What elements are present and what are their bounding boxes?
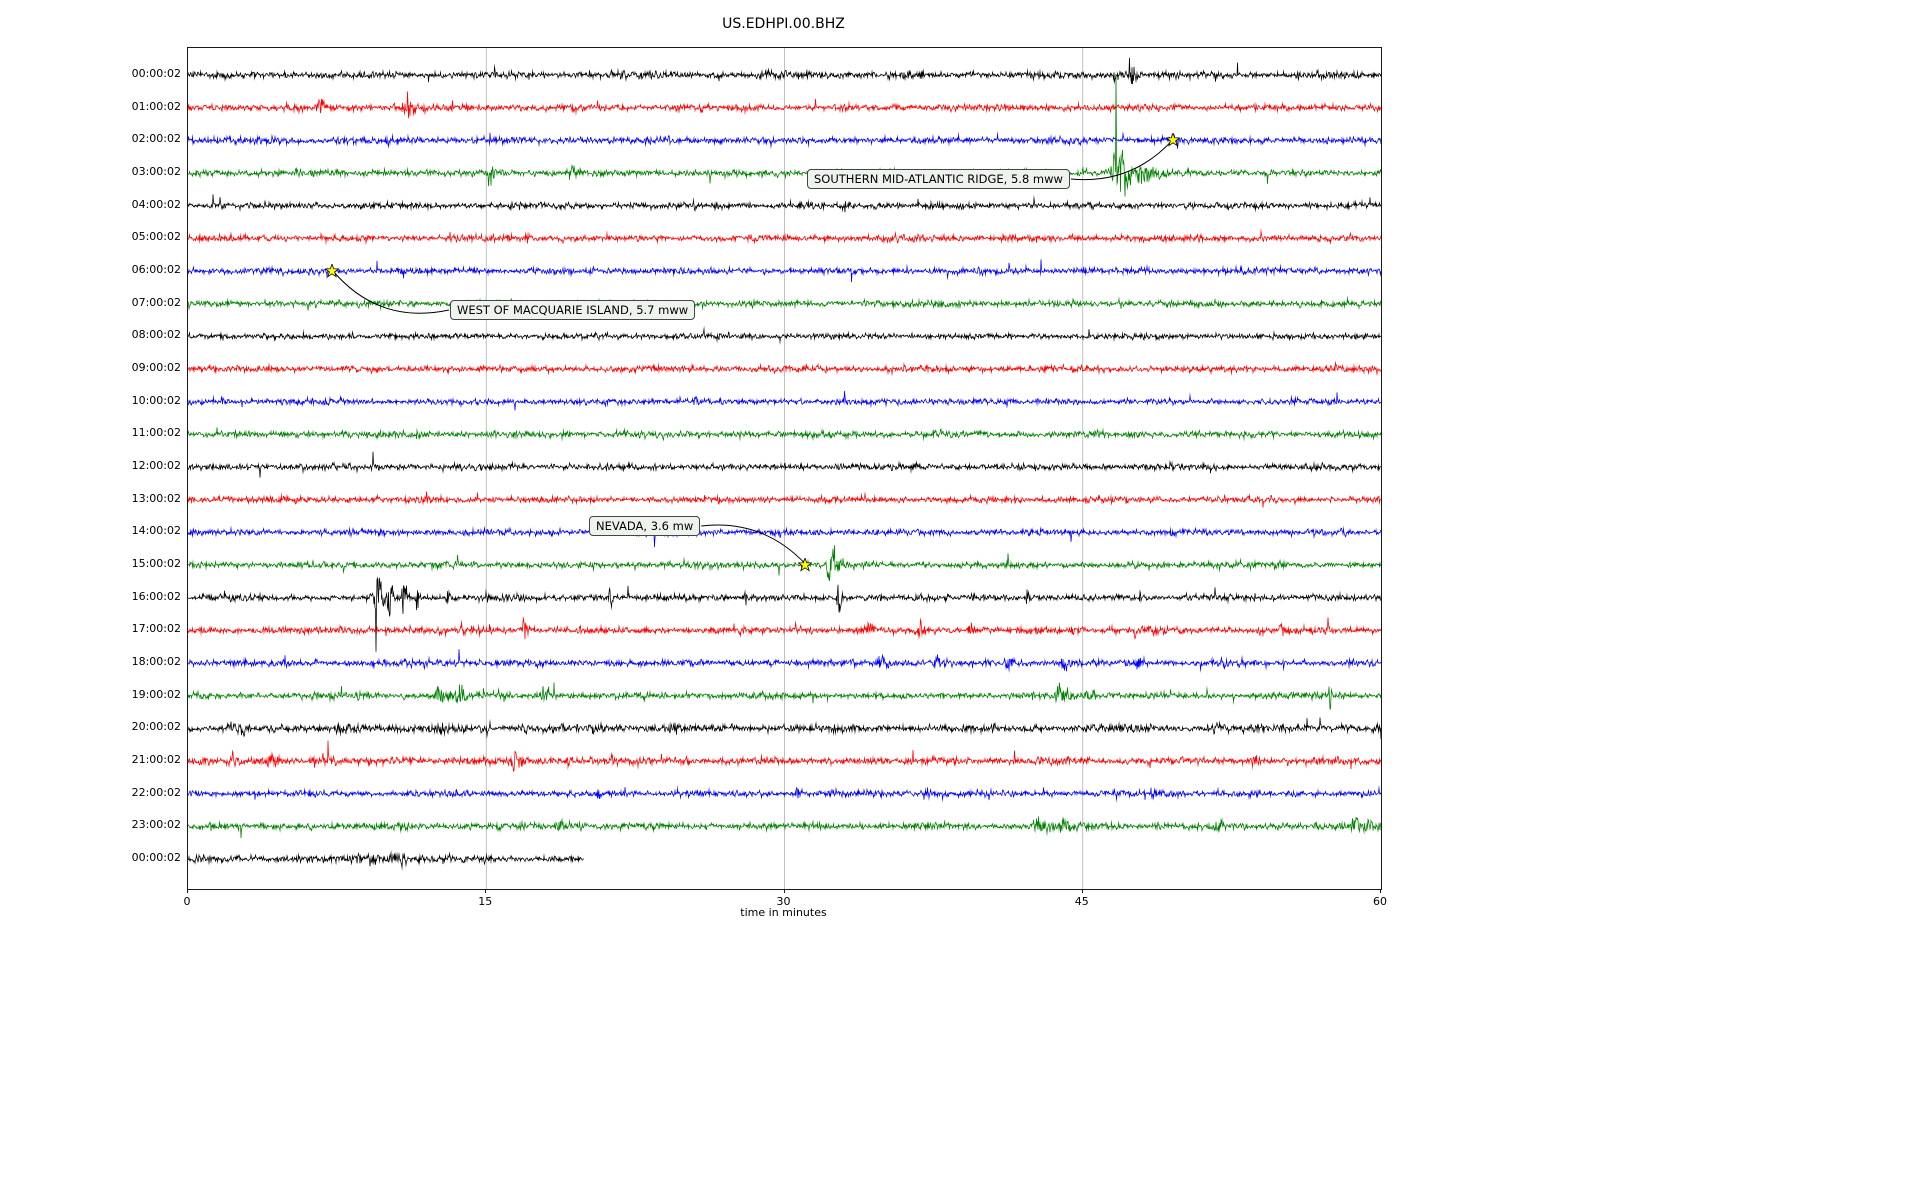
event-star — [797, 556, 814, 572]
trace-time-label: 02:00:02 — [131, 132, 181, 146]
x-tick-label: 15 — [478, 895, 493, 908]
x-tick-label: 45 — [1074, 895, 1089, 908]
event-star-icon — [324, 262, 340, 278]
event-star — [324, 262, 340, 278]
trace-time-label: 07:00:02 — [131, 295, 181, 309]
event-label: WEST OF MACQUARIE ISLAND, 5.7 mww — [450, 300, 696, 320]
x-axis-label: time in minutes — [740, 906, 827, 919]
event-label: NEVADA, 3.6 mw — [589, 516, 701, 536]
trace-time-label: 10:00:02 — [131, 393, 181, 407]
x-tick-label: 30 — [776, 895, 791, 908]
event-star-icon — [1165, 132, 1182, 147]
chart-title: US.EDHPI.00.BHZ — [722, 16, 845, 32]
trace-time-label: 17:00:02 — [131, 622, 181, 636]
trace-time-label: 00:00:02 — [131, 851, 181, 864]
trace-time-label: 03:00:02 — [131, 165, 181, 178]
x-tick-label: 60 — [1373, 895, 1387, 908]
trace-time-label: 18:00:02 — [131, 655, 181, 668]
x-tick-mark — [1081, 889, 1083, 893]
trace-time-label: 22:00:02 — [131, 785, 181, 799]
x-tick-mark — [485, 889, 487, 893]
x-tick-mark — [783, 889, 785, 893]
trace-time-label: 01:00:02 — [131, 99, 181, 113]
trace-time-label: 21:00:02 — [131, 753, 181, 766]
trace-time-label: 15:00:02 — [131, 557, 181, 570]
trace-time-label: 16:00:02 — [131, 589, 181, 603]
trace-time-label: 13:00:02 — [131, 491, 181, 505]
trace-time-label: 04:00:02 — [131, 197, 181, 211]
event-star — [1165, 132, 1182, 147]
plot-area — [187, 47, 1382, 890]
x-tick-mark — [1380, 889, 1381, 893]
x-tick-mark — [187, 889, 188, 893]
trace-time-label: 23:00:02 — [131, 818, 181, 832]
trace-time-label: 05:00:02 — [131, 230, 181, 244]
trace-time-label: 19:00:02 — [131, 687, 181, 701]
seismogram-canvas — [188, 48, 1381, 889]
trace-time-label: 14:00:02 — [131, 524, 181, 538]
trace-time-label: 12:00:02 — [131, 459, 181, 472]
trace-time-label: 09:00:02 — [131, 361, 181, 374]
trace-time-label: 20:00:02 — [131, 720, 181, 734]
event-label: SOUTHERN MID-ATLANTIC RIDGE, 5.8 mww — [807, 169, 1070, 189]
x-tick-label: 0 — [183, 895, 191, 908]
trace-time-label: 11:00:02 — [131, 426, 181, 440]
trace-time-label: 06:00:02 — [131, 263, 181, 276]
trace-time-label: 08:00:02 — [131, 328, 181, 342]
trace-time-label: 00:00:02 — [131, 67, 181, 80]
event-star-icon — [797, 556, 814, 572]
